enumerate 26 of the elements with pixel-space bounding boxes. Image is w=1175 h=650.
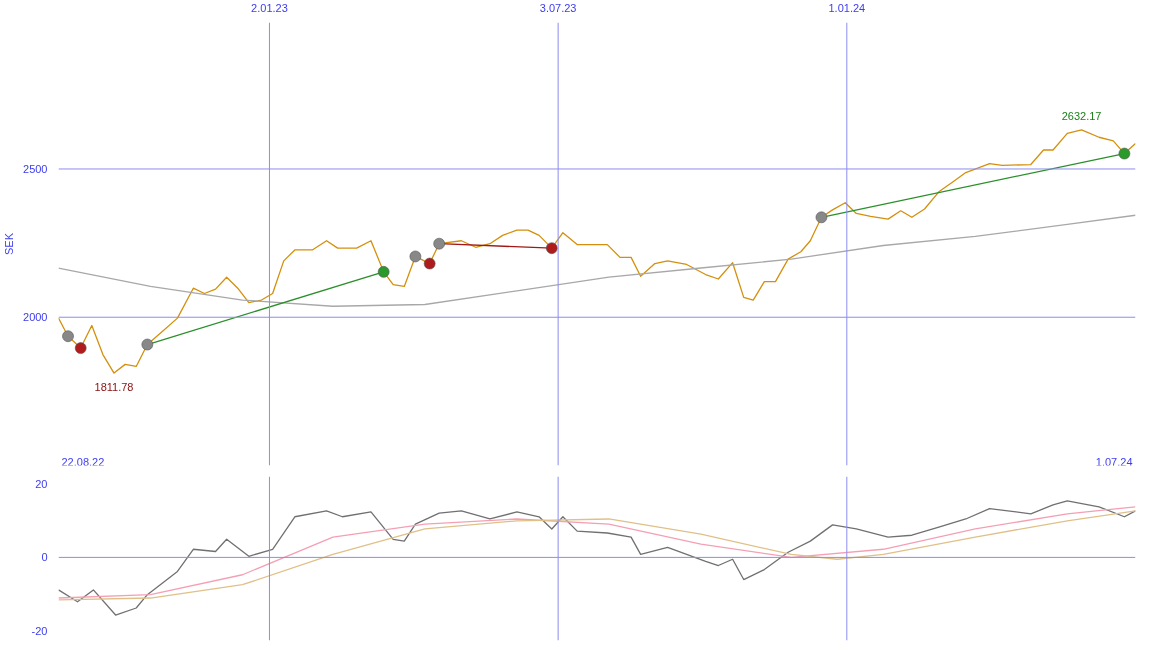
point	[423, 257, 436, 270]
point	[545, 242, 558, 254]
line-series	[58, 214, 1136, 307]
y-tick-label: 20	[35, 477, 48, 490]
line-series	[58, 500, 1136, 616]
point	[74, 342, 87, 354]
point	[1118, 147, 1131, 160]
point	[141, 338, 154, 351]
x-tick-label: 3.07.23	[539, 1, 577, 14]
annotation: 2632.17	[1061, 109, 1102, 122]
annotation: 1811.78	[94, 381, 134, 394]
point	[409, 250, 422, 263]
annotation: 1.07.24	[1095, 455, 1133, 468]
annotation: 22.08.22	[61, 455, 105, 468]
y-tick-label: 0	[41, 551, 48, 564]
x-tick-label: 1.01.24	[828, 1, 866, 14]
point	[433, 237, 445, 250]
y-tick-label: 2500	[23, 162, 48, 175]
point	[62, 330, 74, 343]
point	[815, 211, 828, 224]
line-series	[58, 129, 1136, 374]
y-tick-label: 2000	[23, 311, 48, 324]
y-axis-title: SEK	[3, 232, 16, 256]
x-tick-label: 2.01.23	[251, 1, 288, 14]
y-tick-label: -20	[31, 625, 48, 638]
point	[377, 266, 390, 278]
